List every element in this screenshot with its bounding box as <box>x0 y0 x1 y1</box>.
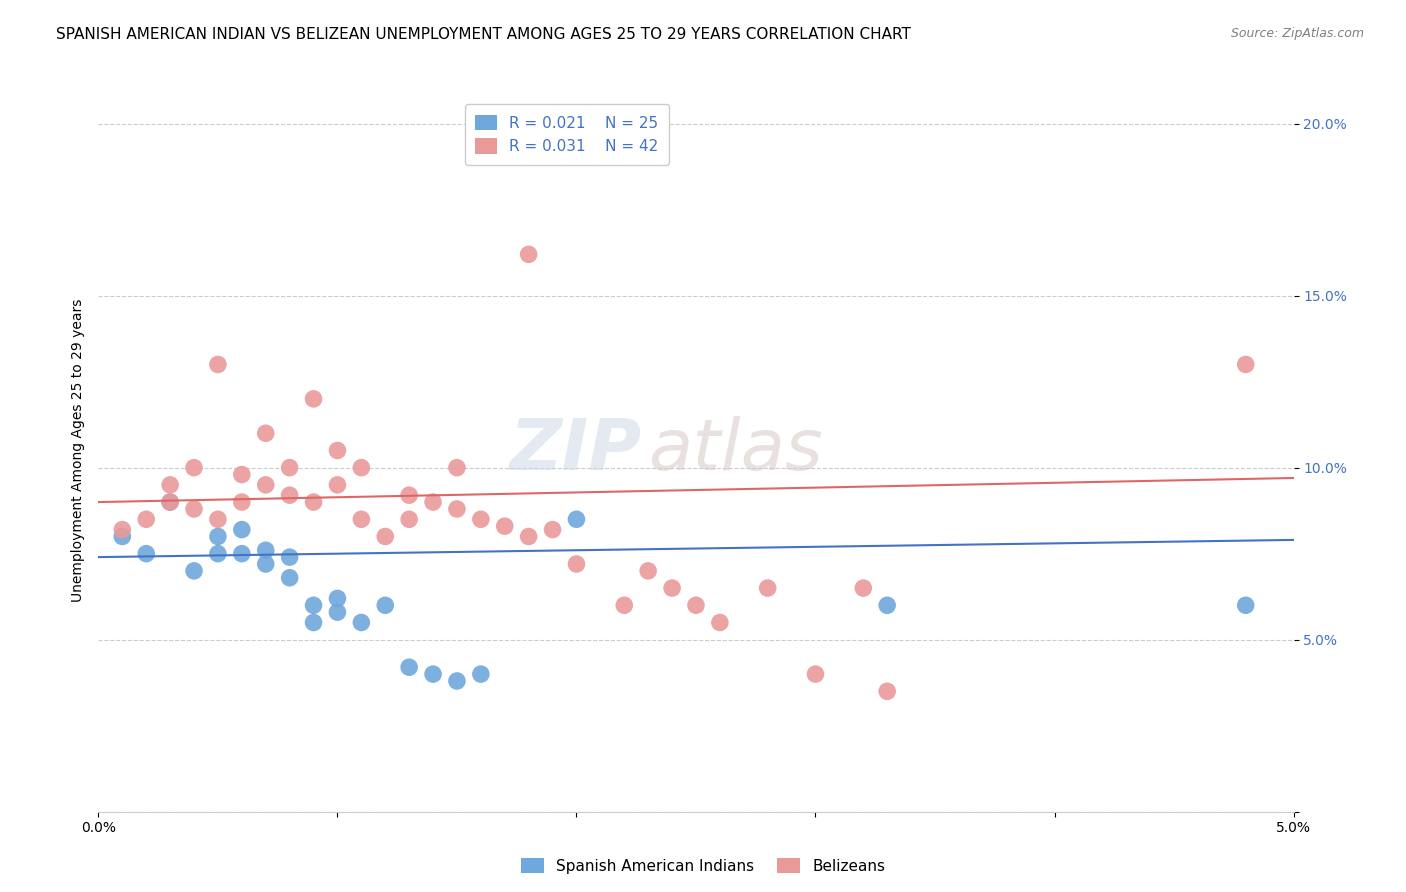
Point <box>254 478 277 492</box>
Point <box>326 478 349 492</box>
Point <box>756 581 779 595</box>
Point <box>517 247 540 261</box>
Point <box>278 488 301 502</box>
Point <box>159 478 181 492</box>
Point <box>326 443 349 458</box>
Point <box>804 667 827 681</box>
Point <box>159 495 181 509</box>
Point <box>254 557 277 571</box>
Point <box>231 523 253 537</box>
Text: Source: ZipAtlas.com: Source: ZipAtlas.com <box>1230 27 1364 40</box>
Point <box>637 564 659 578</box>
Point <box>302 392 325 406</box>
Point <box>685 599 707 613</box>
Text: ZIP: ZIP <box>510 416 643 485</box>
Point <box>398 660 420 674</box>
Point <box>326 605 349 619</box>
Point <box>374 599 396 613</box>
Point <box>326 591 349 606</box>
Point <box>135 512 157 526</box>
Point <box>374 529 396 543</box>
Point <box>350 512 373 526</box>
Point <box>446 502 468 516</box>
Point <box>159 495 181 509</box>
Point <box>302 599 325 613</box>
Point <box>470 667 492 681</box>
Point <box>207 512 229 526</box>
Point <box>398 512 420 526</box>
Point <box>422 495 444 509</box>
Point <box>207 547 229 561</box>
Point <box>278 550 301 565</box>
Point <box>470 512 492 526</box>
Point <box>350 460 373 475</box>
Point <box>661 581 683 595</box>
Point <box>183 564 205 578</box>
Text: SPANISH AMERICAN INDIAN VS BELIZEAN UNEMPLOYMENT AMONG AGES 25 TO 29 YEARS CORRE: SPANISH AMERICAN INDIAN VS BELIZEAN UNEM… <box>56 27 911 42</box>
Point <box>565 512 588 526</box>
Point <box>709 615 731 630</box>
Point <box>111 523 134 537</box>
Point <box>302 615 325 630</box>
Point <box>278 571 301 585</box>
Point <box>207 529 229 543</box>
Point <box>852 581 875 595</box>
Point <box>876 684 898 698</box>
Point <box>254 426 277 441</box>
Point <box>446 673 468 688</box>
Point <box>135 547 157 561</box>
Legend: Spanish American Indians, Belizeans: Spanish American Indians, Belizeans <box>515 852 891 880</box>
Point <box>350 615 373 630</box>
Legend: R = 0.021    N = 25, R = 0.031    N = 42: R = 0.021 N = 25, R = 0.031 N = 42 <box>464 104 669 165</box>
Point <box>876 599 898 613</box>
Point <box>183 460 205 475</box>
Y-axis label: Unemployment Among Ages 25 to 29 years: Unemployment Among Ages 25 to 29 years <box>70 299 84 602</box>
Point <box>422 667 444 681</box>
Point <box>541 523 564 537</box>
Point <box>231 467 253 482</box>
Point <box>494 519 516 533</box>
Point <box>1234 358 1257 372</box>
Point <box>613 599 636 613</box>
Point <box>446 460 468 475</box>
Point <box>231 495 253 509</box>
Point <box>1234 599 1257 613</box>
Point <box>111 529 134 543</box>
Point <box>254 543 277 558</box>
Text: atlas: atlas <box>648 416 823 485</box>
Point <box>207 358 229 372</box>
Point <box>183 502 205 516</box>
Point <box>231 547 253 561</box>
Point <box>398 488 420 502</box>
Point <box>517 529 540 543</box>
Point <box>302 495 325 509</box>
Point <box>565 557 588 571</box>
Point <box>278 460 301 475</box>
